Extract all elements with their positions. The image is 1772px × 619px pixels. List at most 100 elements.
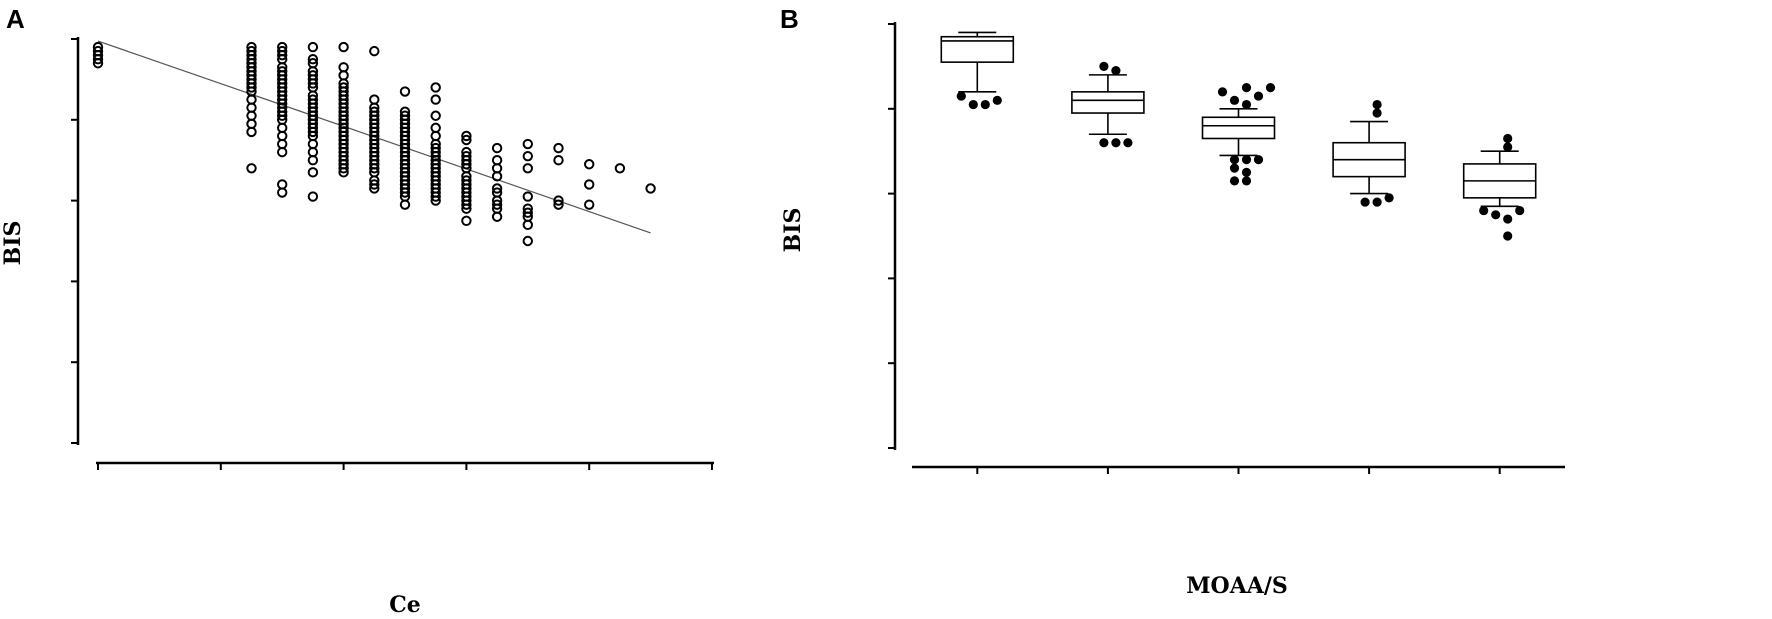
outlier-point bbox=[1241, 155, 1252, 165]
outlier-point bbox=[1372, 108, 1382, 118]
scatter-point bbox=[522, 235, 533, 247]
scatter-point bbox=[491, 183, 503, 194]
scatter-point bbox=[277, 45, 288, 57]
iqr-box bbox=[1071, 91, 1145, 114]
scatter-point bbox=[338, 62, 349, 73]
scatter-point bbox=[553, 199, 564, 210]
outlier-point bbox=[1099, 138, 1109, 148]
box-group-moaas-5 bbox=[940, 31, 1015, 110]
panel-b-letter: B bbox=[780, 4, 799, 34]
scatter-point bbox=[491, 187, 503, 198]
outlier-point bbox=[1229, 155, 1240, 165]
scatter-point bbox=[338, 82, 349, 93]
outlier-point bbox=[956, 91, 966, 101]
outlier-point bbox=[1515, 205, 1525, 216]
scatter-point bbox=[522, 203, 533, 214]
scatter-point bbox=[369, 179, 380, 190]
outlier-point bbox=[1503, 214, 1513, 224]
scatter-point bbox=[461, 146, 472, 158]
scatter-point bbox=[307, 54, 319, 65]
outlier-point bbox=[992, 95, 1002, 105]
scatter-point bbox=[584, 159, 595, 170]
outlier-point bbox=[1503, 133, 1513, 144]
scatter-point bbox=[584, 179, 595, 190]
scatter-point bbox=[614, 163, 626, 174]
outlier-point bbox=[980, 99, 990, 110]
panel-a-letter: A bbox=[6, 4, 25, 34]
scatter-point bbox=[430, 142, 441, 154]
outlier-point bbox=[1099, 61, 1109, 71]
scatter-point bbox=[461, 130, 472, 142]
scatter-point bbox=[399, 106, 411, 117]
box-group-moaas-4 bbox=[1071, 61, 1145, 148]
scatter-point bbox=[430, 82, 441, 93]
scatter-point bbox=[307, 167, 319, 178]
scatter-point bbox=[92, 45, 104, 57]
outlier-point bbox=[1253, 91, 1264, 101]
panel-a: A Ce BIS bbox=[0, 4, 714, 618]
scatter-point bbox=[584, 199, 595, 210]
scatter-point bbox=[307, 70, 319, 81]
iqr-box bbox=[1201, 116, 1276, 140]
outlier-point bbox=[1241, 176, 1252, 186]
outlier-point bbox=[1372, 99, 1382, 110]
scatter-point bbox=[522, 138, 533, 150]
scatter-point bbox=[522, 150, 533, 162]
scatter-point bbox=[307, 94, 319, 105]
scatter-point bbox=[461, 215, 472, 227]
scatter-point bbox=[399, 110, 411, 121]
scatter-point bbox=[461, 150, 472, 162]
scatter-point bbox=[522, 163, 533, 174]
outlier-point bbox=[1241, 83, 1252, 93]
outlier-point bbox=[1491, 210, 1501, 220]
scatter-point bbox=[461, 134, 472, 146]
scatter-point bbox=[553, 155, 564, 166]
box-group-moaas-3 bbox=[1201, 83, 1276, 186]
scatter-point bbox=[491, 199, 503, 210]
scatter-point bbox=[246, 45, 257, 57]
scatter-point bbox=[399, 86, 411, 97]
scatter-point bbox=[307, 191, 319, 202]
outlier-point bbox=[1241, 99, 1252, 110]
outlier-point bbox=[1372, 197, 1382, 207]
scatter-point bbox=[522, 207, 533, 218]
panel-a-y-axis-title: BIS bbox=[0, 221, 26, 266]
outlier-point bbox=[1217, 87, 1228, 97]
panel-a-plot-area bbox=[71, 37, 714, 470]
box-group-moaas-2 bbox=[1332, 99, 1406, 207]
scatter-point bbox=[246, 41, 257, 53]
panel-b-y-axis-title: BIS bbox=[780, 208, 806, 253]
outlier-point bbox=[1479, 205, 1489, 216]
outlier-point bbox=[1229, 163, 1240, 173]
panel-b-x-axis-title: MOAA/S bbox=[1186, 573, 1288, 599]
outlier-point bbox=[1229, 176, 1240, 186]
scatter-point bbox=[553, 195, 564, 206]
outlier-point bbox=[1503, 231, 1513, 241]
outlier-point bbox=[1111, 66, 1121, 76]
outlier-point bbox=[1503, 142, 1513, 152]
panel-a-x-axis-title: Ce bbox=[389, 592, 421, 618]
scatter-point bbox=[430, 94, 441, 105]
scatter-point bbox=[277, 179, 288, 190]
outlier-point bbox=[1253, 155, 1264, 165]
box-group-moaas-1 bbox=[1462, 133, 1537, 241]
scatter-point bbox=[645, 183, 656, 194]
outlier-point bbox=[1360, 197, 1370, 207]
scatter-point bbox=[246, 163, 257, 174]
outlier-point bbox=[1241, 167, 1252, 177]
scatter-point bbox=[277, 41, 288, 53]
scatter-point bbox=[491, 142, 503, 154]
scatter-point bbox=[430, 110, 441, 121]
panel-b: B MOAA/S BIS bbox=[780, 4, 1565, 599]
scatter-point bbox=[277, 66, 288, 77]
scatter-point bbox=[338, 41, 349, 53]
scatter-point bbox=[369, 45, 380, 57]
scatter-point bbox=[369, 94, 380, 105]
outlier-point bbox=[1111, 138, 1121, 148]
outlier-point bbox=[1123, 138, 1133, 148]
outlier-point bbox=[1265, 83, 1276, 93]
scatter-point bbox=[461, 175, 472, 186]
scatter-point bbox=[92, 41, 104, 53]
panel-b-plot-area bbox=[888, 22, 1565, 474]
